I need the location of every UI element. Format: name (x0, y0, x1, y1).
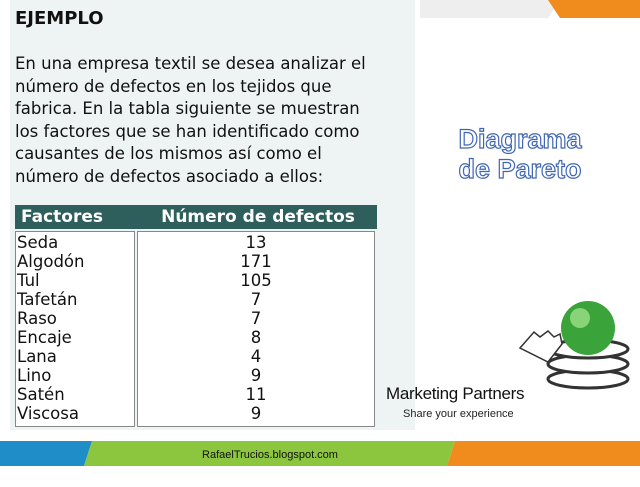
paragraph: En una empresa textil se desea analizar … (15, 53, 366, 188)
table-header: Factores (15, 205, 141, 229)
defects-cell: 9 (250, 366, 262, 385)
heading: EJEMPLO (15, 8, 104, 29)
paragraph-line: número de defectos asociado a ellos: (15, 166, 324, 186)
paragraph-line: fabrica. En la tabla siguiente se muestr… (15, 99, 360, 118)
factor-cell: Tafetán (17, 290, 78, 309)
side-title-line: de Pareto (458, 153, 582, 184)
paragraph-line: número de defectos en los tejidos que (15, 76, 332, 96)
side-title: Diagrama de Pareto (420, 123, 620, 184)
side-title-line: Diagrama (458, 123, 582, 154)
factor-cell: Raso (17, 309, 57, 328)
factor-cell: Viscosa (17, 404, 79, 423)
defects-cell: 105 (240, 271, 272, 290)
paragraph-line: los factores que se han identificado com… (15, 121, 360, 141)
factor-cell: Seda (17, 233, 59, 252)
defects-cell: 8 (250, 328, 262, 347)
footer-text: RafaelTrucios.blogspot.com (202, 449, 338, 461)
logo-tagline: Share your experience (403, 408, 514, 420)
defects-cell: 171 (240, 252, 272, 271)
factor-cell: Lino (17, 366, 52, 385)
factor-cell: Satén (17, 385, 65, 404)
logo-icon (518, 301, 630, 390)
defects-cell: 7 (250, 309, 262, 328)
defects-cell: 13 (245, 233, 267, 252)
factor-cell: Encaje (17, 328, 72, 347)
factor-cell: Tul (17, 271, 40, 290)
logo-name: Marketing Partners (386, 384, 525, 403)
defects-cell: 4 (250, 347, 262, 366)
column-box (15, 231, 135, 427)
factor-cell: Lana (17, 347, 57, 366)
factor-cell: Algodón (17, 252, 85, 271)
defects-cell: 11 (245, 385, 267, 404)
paragraph-line: En una empresa textil se desea analizar … (15, 54, 366, 73)
defects-cell: 7 (250, 290, 262, 309)
defects-cell: 9 (250, 404, 262, 423)
data-table: Factores Número de defectos Seda 13 Algodó… (15, 205, 377, 427)
paragraph-line: causantes de los mismos así como el (15, 144, 322, 163)
table-header: Número de defectos (139, 205, 377, 229)
column-box (137, 231, 375, 427)
